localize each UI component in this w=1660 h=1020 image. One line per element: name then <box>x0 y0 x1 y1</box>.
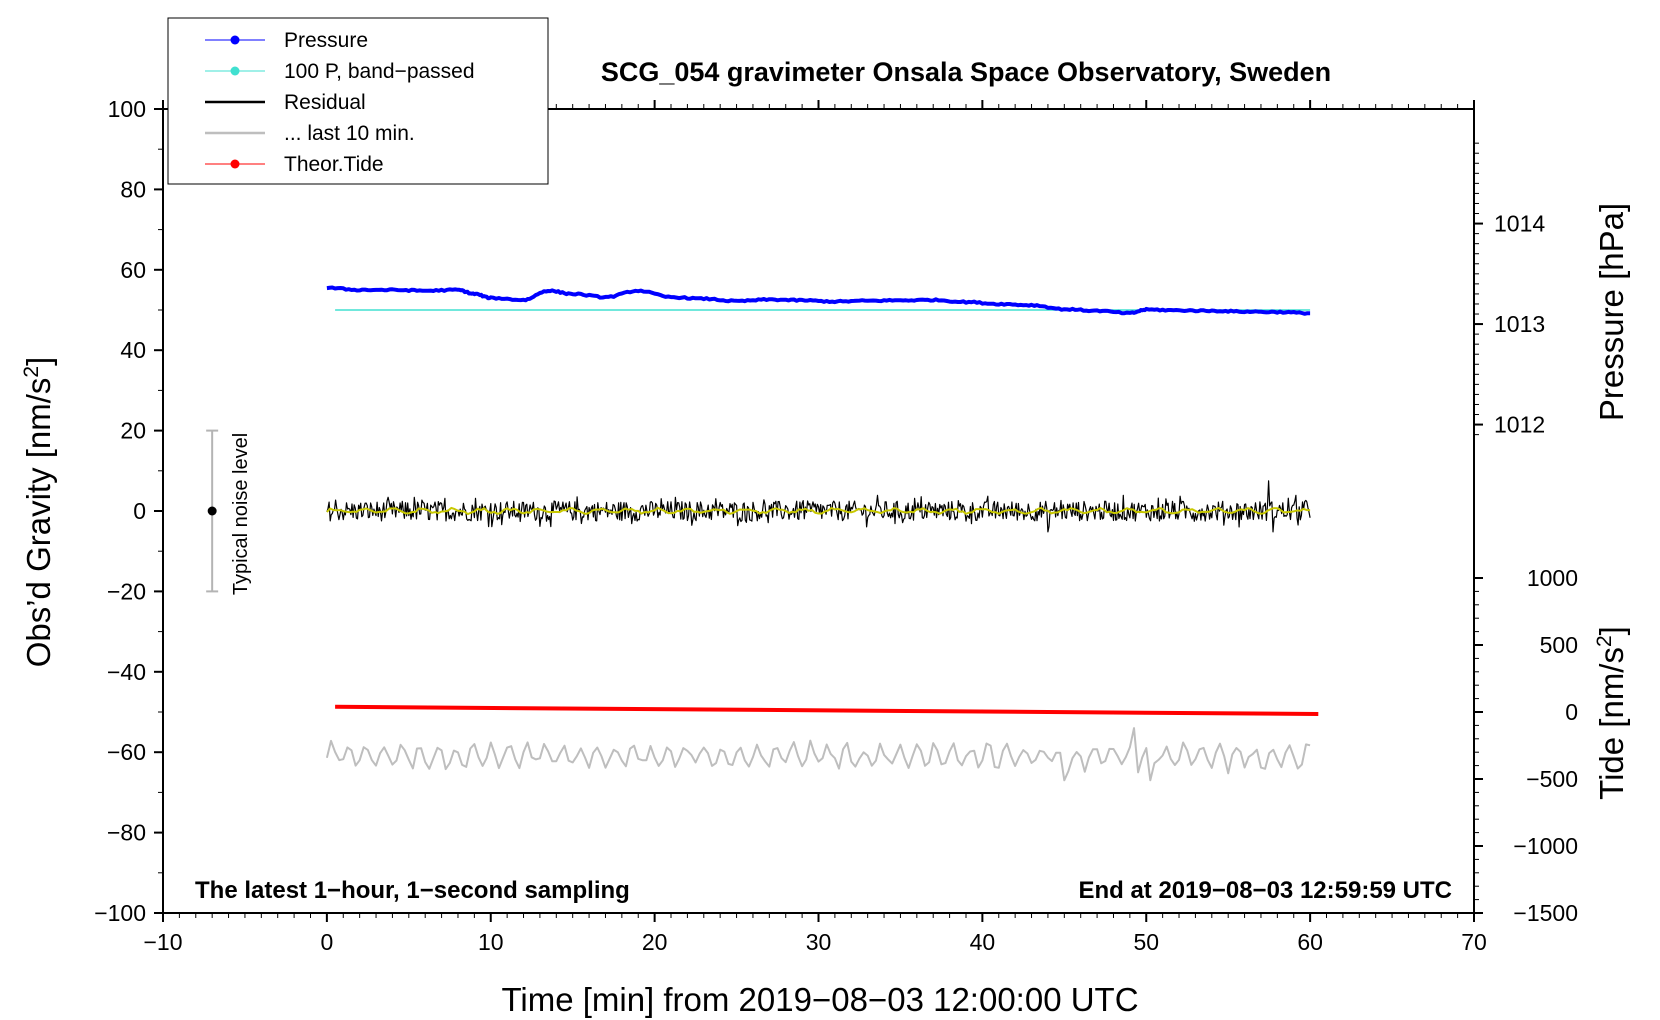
x-tick-label: 40 <box>970 929 996 955</box>
y-tick-label: −100 <box>94 900 146 926</box>
y-tick-label: 100 <box>108 96 146 122</box>
series-last-10-min <box>325 727 1311 782</box>
noise-level-bar <box>206 429 219 593</box>
y-tick-label: −20 <box>107 578 146 604</box>
noise-bar-dot <box>207 506 217 516</box>
legend-label: Residual <box>284 91 366 114</box>
legend-label: ... last 10 min. <box>284 122 415 145</box>
annotation-end-time: End at 2019−08−03 12:59:59 UTC <box>1078 877 1452 904</box>
tide-tick-label: 1000 <box>1527 565 1578 591</box>
y-tick-label: 40 <box>120 337 146 363</box>
x-tick-label: 30 <box>806 929 832 955</box>
series-residual-smoothed <box>326 506 1311 516</box>
y-axis-title-tide: Tide [nm/s2] <box>1593 626 1630 800</box>
series-residual <box>326 480 1311 533</box>
legend: Pressure 100 P, band−passed Residual ... la… <box>167 17 549 185</box>
legend-label: Pressure <box>284 29 368 52</box>
legend-marker <box>230 159 240 169</box>
series-theor-tide <box>335 704 1319 716</box>
legend-marker <box>230 35 240 45</box>
pressure-tick-label: 1013 <box>1494 311 1545 337</box>
tide-tick-label: 500 <box>1540 632 1578 658</box>
y-tick-label: 20 <box>120 418 146 444</box>
legend-label: 100 P, band−passed <box>284 60 475 83</box>
x-tick-label: 0 <box>320 929 333 955</box>
pressure-tick-label: 1012 <box>1494 412 1545 438</box>
x-tick-label: 10 <box>478 929 504 955</box>
series-pressure <box>326 285 1311 316</box>
y-tick-label: −40 <box>107 659 146 685</box>
y-tick-label: 60 <box>120 257 146 283</box>
x-tick-label: 60 <box>1297 929 1323 955</box>
series-layer <box>325 285 1319 782</box>
legend-label: Theor.Tide <box>284 153 384 176</box>
annotation-sampling: The latest 1−hour, 1−second sampling <box>195 877 630 904</box>
y-tick-label: 0 <box>133 498 146 524</box>
y-tick-label: −80 <box>107 820 146 846</box>
noise-level-label: Typical noise level <box>230 433 252 595</box>
tide-tick-label: −500 <box>1526 766 1578 792</box>
x-tick-label: 20 <box>642 929 668 955</box>
tide-tick-label: 0 <box>1565 699 1578 725</box>
y-axis-title-pressure: Pressure [hPa] <box>1593 203 1630 421</box>
x-tick-label: −10 <box>143 929 182 955</box>
tide-tick-label: −1500 <box>1513 900 1578 926</box>
x-axis-title: Time [min] from 2019−08−03 12:00:00 UTC <box>501 981 1138 1018</box>
y-tick-label: −60 <box>107 739 146 765</box>
axes-layer: −10 0 10 20 30 40 50 60 70−100−80−60−40−20020406… <box>94 96 1578 955</box>
pressure-tick-label: 1014 <box>1494 211 1545 237</box>
tide-tick-label: −1000 <box>1513 833 1578 859</box>
x-tick-label: 70 <box>1461 929 1487 955</box>
y-axis-title-gravity: Obs’d Gravity [nm/s2] <box>20 357 57 668</box>
x-tick-label: 50 <box>1133 929 1159 955</box>
y-tick-label: 80 <box>120 176 146 202</box>
chart-title: SCG_054 gravimeter Onsala Space Observat… <box>601 57 1331 87</box>
legend-marker <box>230 66 240 76</box>
